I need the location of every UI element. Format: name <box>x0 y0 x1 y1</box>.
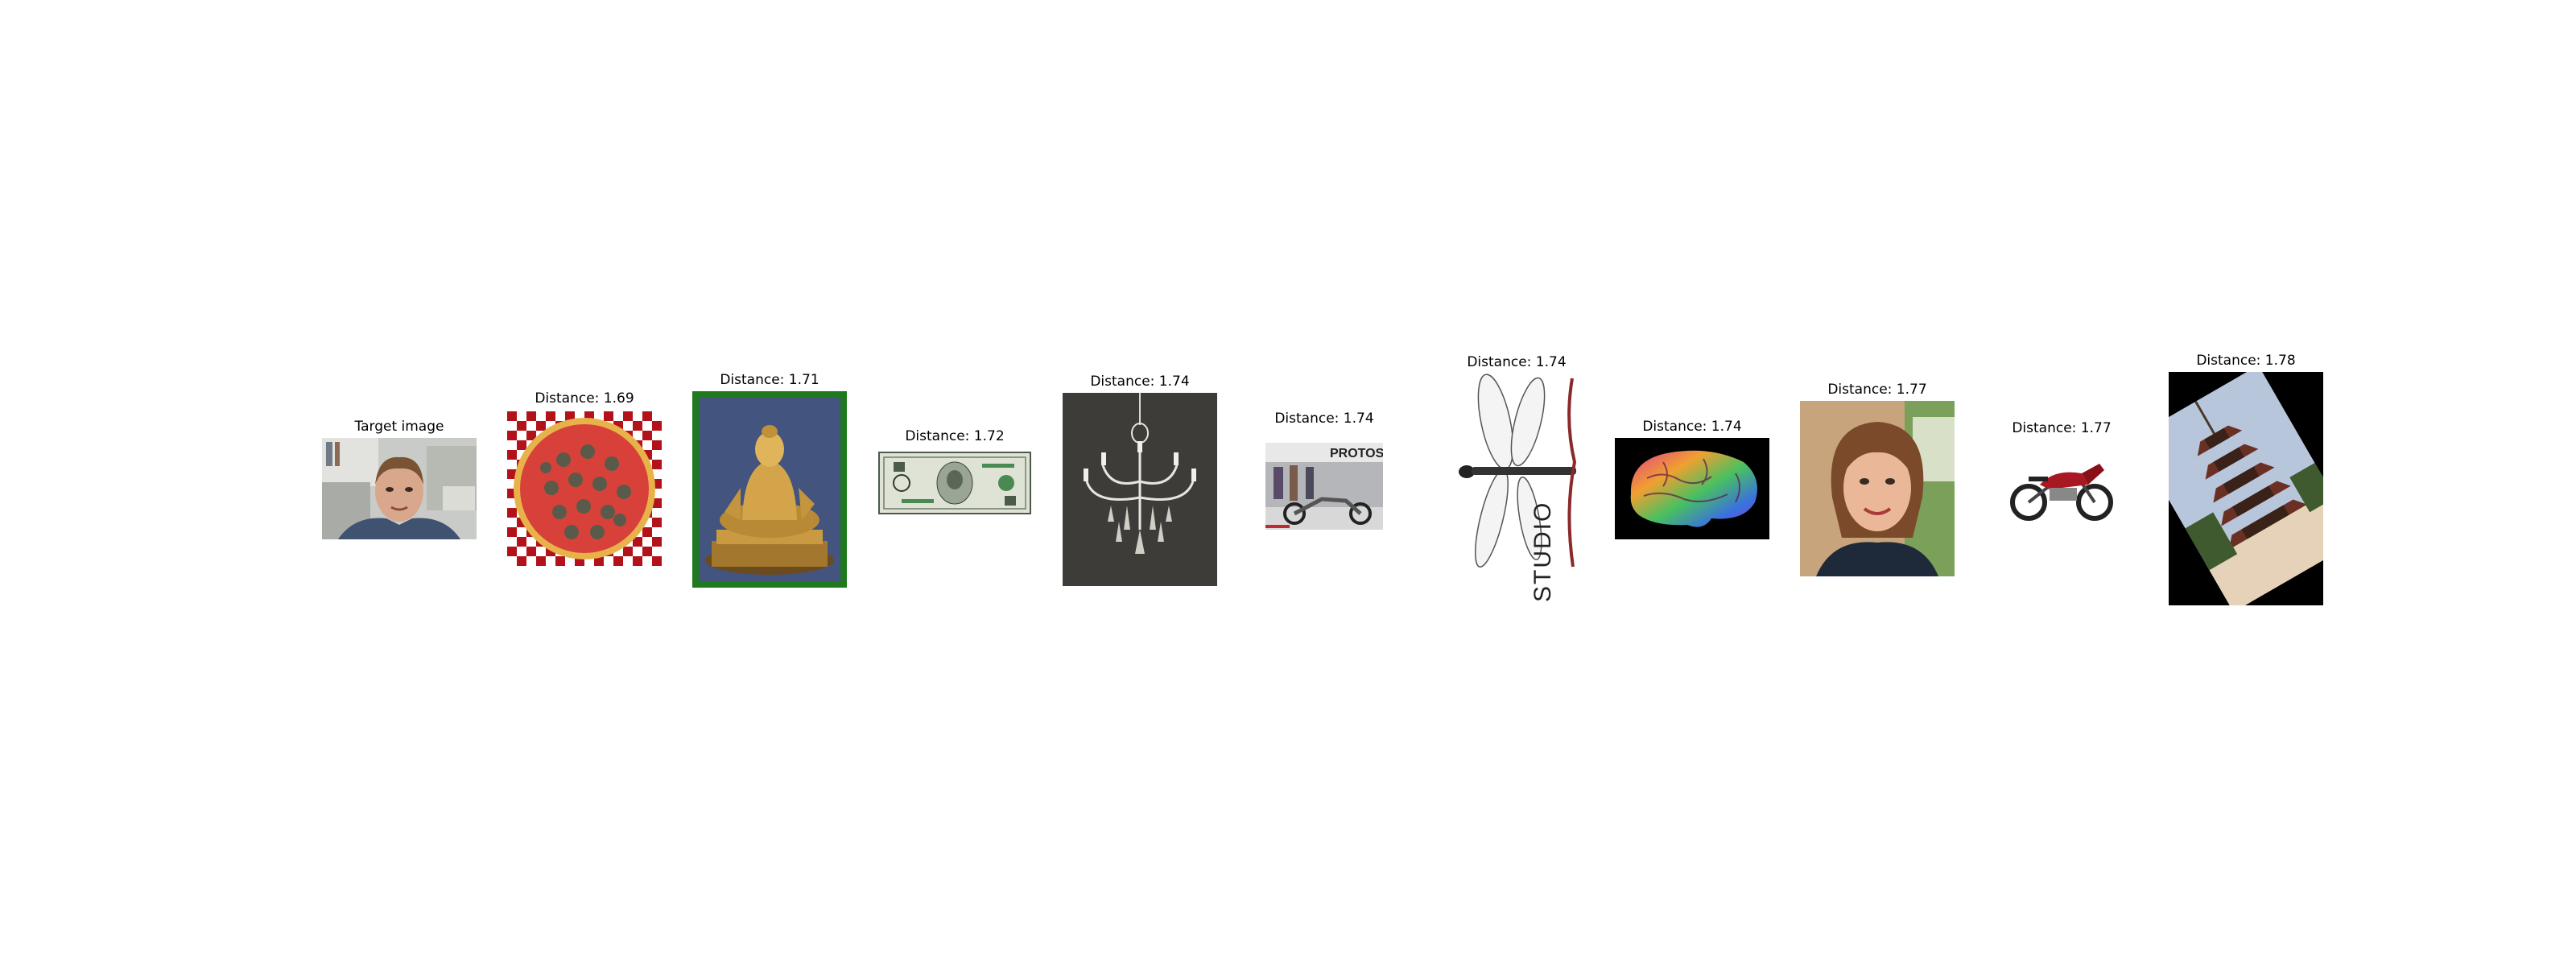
result-panel-3: Distance: 1.72 <box>877 428 1032 518</box>
result-panel-9: Distance: 1.77 <box>2004 420 2119 523</box>
result-caption-7: Distance: 1.74 <box>1642 419 1742 435</box>
dollar-bill-image <box>877 449 1032 517</box>
result-panel-8: Distance: 1.77 <box>1800 382 1955 578</box>
result-caption-3: Distance: 1.72 <box>905 428 1005 444</box>
red-motorcycle-image <box>2004 452 2119 523</box>
result-panel-2: Distance: 1.71 <box>692 372 847 588</box>
result-panel-10: Distance: 1.78 <box>2169 353 2323 605</box>
result-caption-9: Distance: 1.77 <box>2012 420 2112 436</box>
target-panel: Target image <box>322 419 477 539</box>
result-caption-6: Distance: 1.74 <box>1467 354 1567 370</box>
result-panel-5: Distance: 1.74 PROTOS <box>1265 411 1383 533</box>
result-panel-4: Distance: 1.74 <box>1063 374 1217 586</box>
dragonfly-image: STUDIO <box>1455 374 1578 607</box>
target-image <box>322 438 477 539</box>
result-caption-4: Distance: 1.74 <box>1090 374 1190 390</box>
brain-image <box>1615 438 1769 539</box>
result-caption-2: Distance: 1.71 <box>720 372 819 388</box>
result-panel-7: Distance: 1.74 <box>1615 419 1769 539</box>
buddha-image <box>692 391 847 588</box>
pagoda-image <box>2169 372 2323 605</box>
pizza-image <box>507 411 662 566</box>
result-panel-1: Distance: 1.69 <box>507 390 662 566</box>
motorcycle-show-image: PROTOS <box>1265 443 1383 530</box>
result-caption-10: Distance: 1.78 <box>2196 353 2296 369</box>
result-caption-8: Distance: 1.77 <box>1827 382 1927 398</box>
studio-logo-text: STUDIO <box>1530 502 1556 602</box>
chandelier-image <box>1063 393 1217 586</box>
result-caption-5: Distance: 1.74 <box>1274 411 1374 427</box>
result-panel-6: Distance: 1.74 STUDIO <box>1449 354 1584 607</box>
result-caption-1: Distance: 1.69 <box>535 390 634 407</box>
target-caption: Target image <box>354 419 444 435</box>
protos-sign-text: PROTOS <box>1330 447 1383 460</box>
woman-portrait-image <box>1800 401 1955 576</box>
